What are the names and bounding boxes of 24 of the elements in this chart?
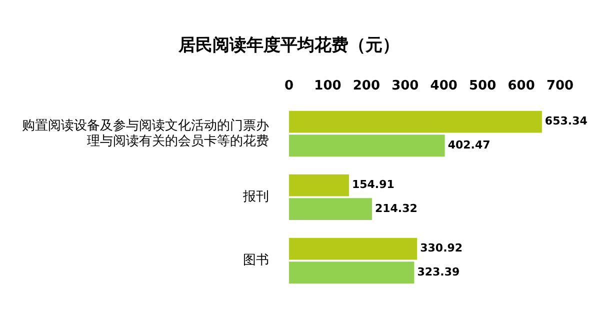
x-tick-label: 0	[284, 78, 294, 94]
x-tick-label: 700	[546, 78, 574, 94]
bar	[289, 262, 414, 284]
y-tick-label: 图书	[243, 253, 269, 268]
x-tick-label: 600	[508, 78, 535, 94]
x-tick-label: 500	[469, 78, 496, 94]
x-tick-label: 300	[392, 78, 419, 94]
data-label: 214.32	[374, 202, 418, 215]
bar	[289, 198, 372, 220]
x-tick-label: 400	[430, 78, 458, 94]
bar	[289, 134, 445, 157]
data-label: 154.91	[352, 178, 394, 192]
data-label: 653.34	[544, 114, 588, 128]
bar	[289, 110, 542, 133]
data-label: 323.39	[417, 265, 460, 278]
data-label: 330.92	[420, 242, 463, 255]
data-label: 402.47	[448, 138, 490, 152]
y-tick-label: 报刊	[242, 190, 269, 205]
x-tick-label: 100	[314, 78, 342, 94]
x-tick-label: 200	[352, 78, 380, 94]
chart-title: 居民阅读年度平均花费（元）	[178, 36, 400, 56]
y-tick-label: 购置阅读设备及参与阅读文化活动的门票办理与阅读有关的会员卡等的花费	[22, 117, 269, 149]
bar	[289, 238, 418, 260]
bar	[289, 174, 349, 196]
